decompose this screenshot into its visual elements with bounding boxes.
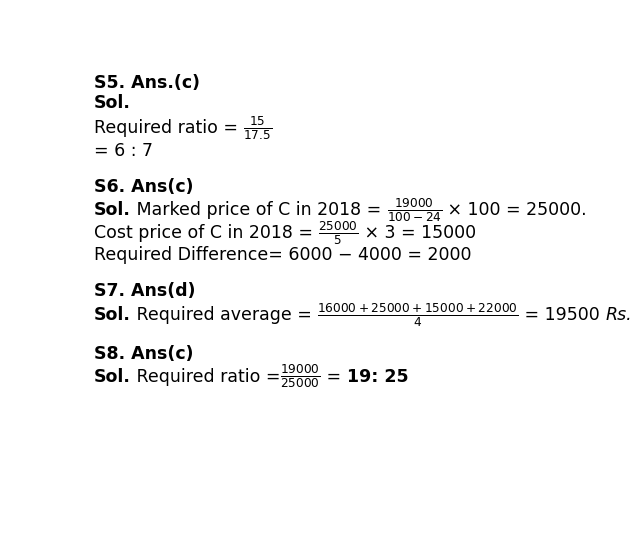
Text: Rs.: Rs.: [605, 306, 631, 324]
Text: 19: 25: 19: 25: [347, 367, 408, 386]
Text: Required ratio =: Required ratio =: [94, 119, 243, 137]
Text: S8. Ans(c): S8. Ans(c): [94, 345, 193, 363]
Text: = 6 : 7: = 6 : 7: [94, 142, 153, 160]
Text: Marked price of C in 2018 =: Marked price of C in 2018 =: [131, 201, 387, 219]
Text: Required ratio =: Required ratio =: [131, 367, 280, 386]
Text: =: =: [321, 367, 347, 386]
Text: Required average =: Required average =: [131, 306, 317, 324]
Text: $\frac{25000}{5}$: $\frac{25000}{5}$: [318, 219, 359, 247]
Text: $\frac{19000}{25000}$: $\frac{19000}{25000}$: [280, 363, 321, 390]
Text: $\frac{19000}{100−24}$: $\frac{19000}{100−24}$: [387, 196, 443, 224]
Text: = 19500: = 19500: [519, 306, 605, 324]
Text: × 100 = 25000.: × 100 = 25000.: [443, 201, 587, 219]
Text: Sol.: Sol.: [94, 201, 131, 219]
Text: S5. Ans.(c): S5. Ans.(c): [94, 74, 200, 92]
Text: $\frac{15}{17.5}$: $\frac{15}{17.5}$: [243, 114, 273, 142]
Text: Sol.: Sol.: [94, 367, 131, 386]
Text: Cost price of C in 2018 =: Cost price of C in 2018 =: [94, 224, 318, 242]
Text: Required Difference= 6000 − 4000 = 2000: Required Difference= 6000 − 4000 = 2000: [94, 246, 472, 264]
Text: Sol.: Sol.: [94, 94, 131, 112]
Text: $\frac{16000+25000+15000+22000}{4}$: $\frac{16000+25000+15000+22000}{4}$: [317, 301, 519, 329]
Text: × 3 = 15000: × 3 = 15000: [359, 224, 476, 242]
Text: S7. Ans(d): S7. Ans(d): [94, 282, 195, 301]
Text: S6. Ans(c): S6. Ans(c): [94, 178, 193, 197]
Text: Sol.: Sol.: [94, 306, 131, 324]
